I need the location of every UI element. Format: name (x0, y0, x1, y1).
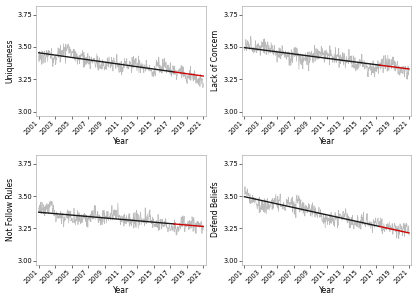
Y-axis label: Defend Beliefs: Defend Beliefs (211, 182, 220, 237)
X-axis label: Year: Year (319, 137, 335, 146)
Y-axis label: Uniqueness: Uniqueness (5, 38, 15, 83)
X-axis label: Year: Year (113, 287, 129, 296)
X-axis label: Year: Year (319, 287, 335, 296)
Y-axis label: Lack of Concern: Lack of Concern (211, 30, 220, 91)
X-axis label: Year: Year (113, 137, 129, 146)
Y-axis label: Not Follow Rules: Not Follow Rules (5, 178, 15, 241)
